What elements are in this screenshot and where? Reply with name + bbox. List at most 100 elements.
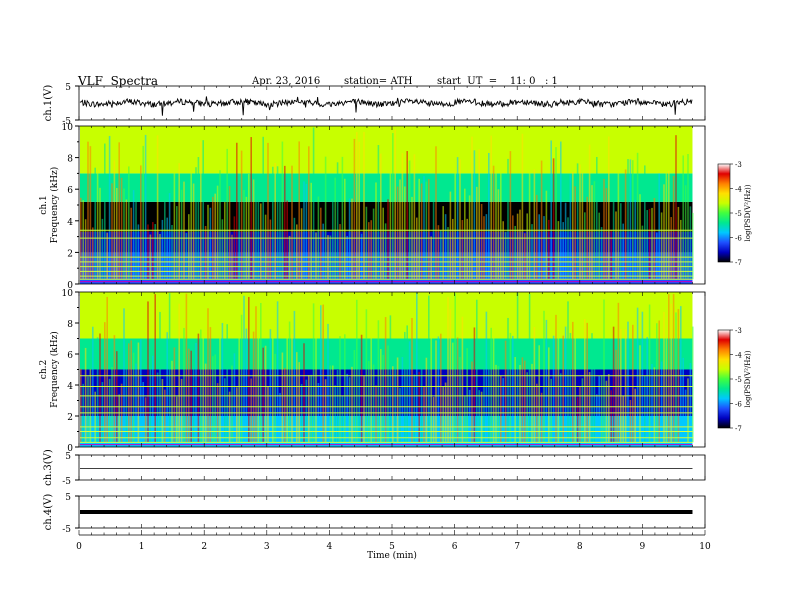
psd-burst [195, 342, 197, 443]
psd-burst [382, 207, 384, 280]
psd-burst [663, 311, 665, 443]
psd-burst [293, 217, 296, 280]
y-tick-label: -5 [62, 477, 71, 487]
psd-burst [168, 193, 171, 280]
psd-burst [108, 135, 111, 280]
psd-burst [656, 323, 658, 443]
psd-burst [140, 165, 142, 280]
psd-burst [125, 360, 128, 443]
psd-burst [87, 376, 89, 443]
psd-burst [663, 184, 665, 280]
psd-burst [298, 362, 300, 443]
psd-burst [562, 222, 564, 280]
psd-burst [593, 354, 596, 443]
psd-burst [651, 364, 653, 443]
x-tick-label: 2 [201, 542, 207, 552]
psd-burst [276, 301, 279, 443]
psd-burst [480, 391, 483, 443]
psd-burst [399, 179, 401, 280]
psd-burst [166, 217, 168, 280]
psd-burst [658, 320, 660, 443]
ch1-waveform [79, 96, 693, 116]
psd-burst [130, 340, 132, 443]
psd-burst [514, 225, 516, 280]
psd-burst [497, 189, 500, 280]
psd-burst [269, 219, 272, 280]
psd-burst [377, 320, 380, 443]
psd-burst [286, 298, 288, 443]
y-tick-label: 5 [65, 83, 71, 93]
psd-burst [156, 135, 159, 280]
psd-burst [200, 141, 202, 280]
psd-burst [262, 136, 264, 280]
psd-burst [94, 391, 96, 443]
psd-burst [653, 367, 656, 443]
y-tick-label: 10 [62, 123, 74, 133]
psd-burst [308, 375, 310, 443]
psd-burst [334, 177, 336, 280]
psd-burst [576, 397, 579, 443]
psd-burst [495, 364, 497, 443]
x-tick-label: 9 [640, 542, 646, 552]
psd-burst [360, 334, 363, 443]
psd-burst [171, 225, 173, 280]
psd-burst [116, 351, 118, 443]
psd-burst [579, 164, 581, 280]
psd-burst [296, 352, 298, 443]
psd-burst [396, 357, 399, 443]
psd-burst [99, 187, 101, 280]
psd-burst [104, 322, 106, 443]
psd-burst [332, 365, 334, 443]
psd-burst [339, 224, 341, 280]
colorbar-tick-label: -4 [735, 352, 742, 360]
psd-burst [572, 171, 574, 280]
colorbar-tick-label: -6 [735, 401, 742, 409]
psd-burst [622, 223, 624, 280]
psd-burst [106, 232, 108, 280]
psd-burst [605, 380, 608, 443]
psd-burst [236, 142, 238, 280]
psd-burst [89, 146, 92, 280]
psd-burst [574, 328, 576, 443]
colorbar-tick-label: -5 [735, 210, 742, 218]
psd-burst [603, 178, 605, 280]
y-tick-label: 2 [67, 413, 73, 423]
psd-burst [147, 301, 149, 443]
x-tick-label: 0 [76, 542, 82, 552]
psd-burst [188, 214, 190, 280]
psd-burst [164, 177, 166, 280]
psd-burst [190, 136, 192, 280]
psd-burst [406, 151, 408, 280]
psd-burst [404, 331, 406, 443]
psd-burst [684, 389, 687, 443]
psd-burst [113, 335, 116, 443]
psd-burst [368, 361, 370, 443]
psd-burst [538, 214, 540, 280]
psd-burst [471, 136, 473, 280]
psd-burst [550, 378, 552, 443]
x-tick-label: 7 [514, 542, 520, 552]
psd-burst [692, 212, 694, 280]
y-axis-label: Frequency (kHz) [49, 331, 60, 408]
psd-burst [164, 389, 166, 443]
psd-burst [687, 378, 689, 443]
psd-burst [363, 131, 365, 280]
psd-burst [533, 327, 536, 443]
psd-burst [485, 214, 488, 280]
psd-burst [521, 357, 524, 443]
psd-burst [569, 174, 572, 280]
psd-burst [209, 207, 212, 280]
psd-burst [212, 356, 214, 443]
psd-burst [519, 209, 521, 280]
psd-burst [356, 132, 358, 280]
psd-burst [464, 188, 466, 280]
psd-burst [152, 355, 154, 443]
y-tick-label: -5 [62, 117, 71, 127]
psd-burst [87, 141, 89, 280]
psd-burst [608, 374, 610, 443]
psd-burst [552, 158, 555, 280]
y-tick-label: 5 [65, 493, 71, 503]
psd-burst [351, 366, 353, 443]
psd-burst [82, 200, 84, 280]
psd-burst [584, 212, 586, 280]
